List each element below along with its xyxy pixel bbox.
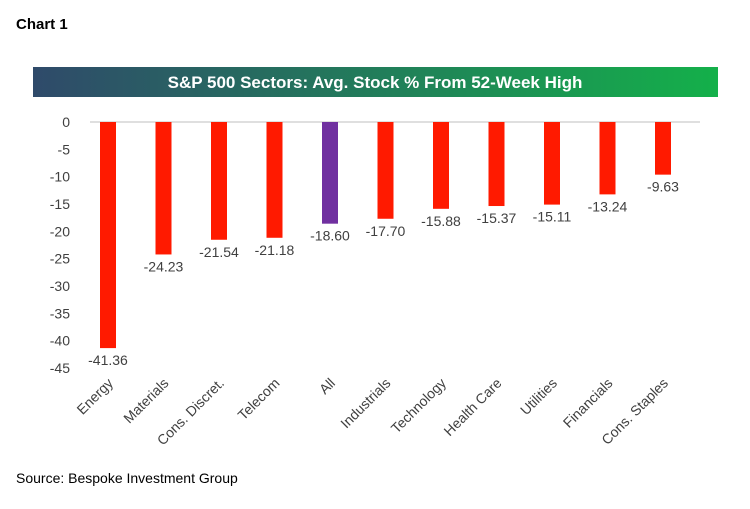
x-tick-label: Health Care [440, 375, 504, 439]
data-labels: -41.36 -24.23 -21.54 -21.18 -18.60 -17.70 -15.… [88, 179, 679, 368]
data-label: -18.60 [310, 228, 350, 244]
chart-title: S&P 500 Sectors: Avg. Stock % From 52-We… [168, 73, 583, 92]
bar-technology [433, 122, 449, 209]
bar-energy [100, 122, 116, 349]
bar-health-care [488, 122, 505, 207]
data-label: -17.70 [366, 223, 406, 239]
y-tick-label: -45 [50, 360, 70, 376]
y-tick-label: -10 [50, 169, 70, 185]
data-label: -9.63 [647, 179, 679, 195]
data-label: -21.54 [199, 244, 239, 260]
bar-telecom [266, 122, 283, 238]
chart-label: Chart 1 [16, 16, 68, 33]
bars [100, 122, 671, 349]
x-tick-label: Financials [560, 375, 616, 431]
bar-financials [599, 122, 616, 195]
x-tick-label: Energy [73, 375, 116, 418]
bar-industrials [377, 122, 394, 219]
x-tick-label: Industrials [337, 375, 393, 431]
y-tick-label: -15 [50, 196, 70, 212]
x-tick-label: Materials [120, 375, 171, 426]
bar-materials [155, 122, 172, 255]
x-tick-label: All [316, 375, 338, 397]
source-note: Source: Bespoke Investment Group [16, 470, 238, 486]
y-tick-label: 0 [62, 114, 70, 130]
y-tick-label: -25 [50, 251, 70, 267]
y-tick-label: -40 [50, 333, 70, 349]
data-label: -15.37 [477, 210, 517, 226]
y-tick-label: -30 [50, 278, 70, 294]
data-label: -41.36 [88, 352, 128, 368]
bar-cons-discret [211, 122, 227, 240]
data-label: -15.11 [533, 209, 572, 225]
data-label: -15.88 [421, 213, 461, 229]
bar-utilities [544, 122, 560, 205]
data-label: -24.23 [144, 258, 184, 274]
x-tick-label: Telecom [234, 375, 282, 423]
data-label: -13.24 [588, 198, 628, 214]
y-tick-label: -20 [50, 223, 70, 239]
y-tick-label: -35 [50, 305, 70, 321]
chart-title-banner [33, 67, 718, 97]
data-label: -21.18 [255, 242, 295, 258]
y-axis: 0 -5 -10 -15 -20 -25 -30 -35 -40 -45 [50, 114, 70, 376]
y-tick-label: -5 [58, 141, 71, 157]
x-tick-label: Utilities [517, 375, 560, 418]
bar-all [322, 122, 338, 224]
bar-cons-staples [655, 122, 671, 175]
